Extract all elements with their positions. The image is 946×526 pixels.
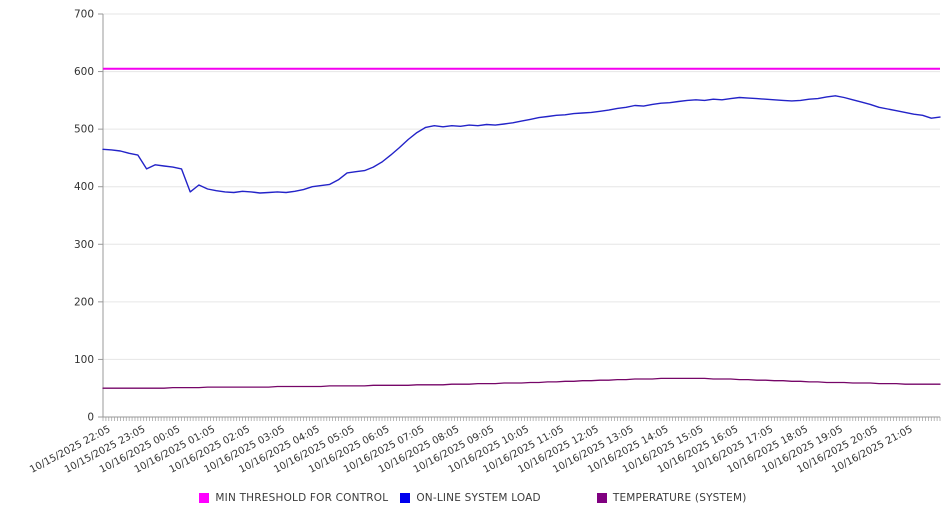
y-tick-label: 700 <box>74 9 94 21</box>
y-tick-label: 0 <box>87 412 94 424</box>
legend-label-min-threshold: MIN THRESHOLD FOR CONTROL <box>215 492 389 504</box>
legend-item-min-threshold: MIN THRESHOLD FOR CONTROL <box>199 492 388 504</box>
legend-item-temperature: TEMPERATURE (SYSTEM) <box>596 492 747 504</box>
legend-swatch-temperature-icon <box>596 493 607 503</box>
legend-label-temperature: TEMPERATURE (SYSTEM) <box>612 492 747 504</box>
y-tick-label: 400 <box>74 181 94 193</box>
y-tick-label: 100 <box>74 354 94 366</box>
legend-swatch-min-threshold-icon <box>199 493 210 503</box>
legend-item-system-load: ON-LINE SYSTEM LOAD <box>400 492 541 504</box>
legend-label-system-load: ON-LINE SYSTEM LOAD <box>416 492 541 504</box>
y-tick-label: 500 <box>74 124 94 136</box>
series-line-1 <box>102 95 941 194</box>
y-tick-label: 300 <box>74 239 94 251</box>
series-line-2 <box>102 377 941 389</box>
legend-swatch-system-load-icon <box>400 493 411 503</box>
y-tick-label: 600 <box>74 66 94 78</box>
y-tick-label: 200 <box>74 296 94 308</box>
chart-legend: MIN THRESHOLD FOR CONTROL ON-LINE SYSTEM… <box>0 492 946 504</box>
